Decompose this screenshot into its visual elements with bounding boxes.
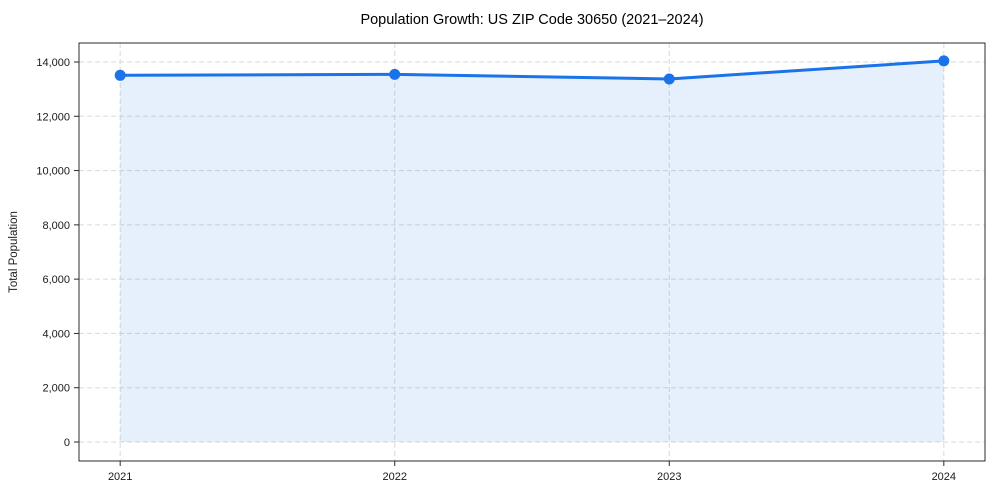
data-point-2024 xyxy=(938,55,950,67)
chart-title: Population Growth: US ZIP Code 30650 (20… xyxy=(360,12,703,28)
y-tick-label: 12,000 xyxy=(36,111,70,123)
y-axis: 0 2,000 4,000 6,000 8,000 10,000 12,000 14,000 xyxy=(36,57,79,449)
y-tick-label: 4,000 xyxy=(42,328,70,340)
x-axis: 2021 2022 2023 2024 xyxy=(108,461,956,483)
x-tick-label: 2024 xyxy=(932,471,956,483)
y-tick-label: 8,000 xyxy=(42,220,70,232)
gridlines xyxy=(79,43,985,461)
y-tick-label: 10,000 xyxy=(36,166,70,178)
y-tick-label: 6,000 xyxy=(42,274,70,286)
y-tick-label: 2,000 xyxy=(42,383,70,395)
y-tick-label: 14,000 xyxy=(36,57,70,69)
plot-border xyxy=(78,42,986,462)
data-point-2022 xyxy=(389,68,401,80)
area-fill xyxy=(120,60,944,443)
line-series xyxy=(118,59,946,81)
x-tick-label: 2023 xyxy=(657,471,681,483)
data-point-2023 xyxy=(663,73,675,85)
x-tick-label: 2022 xyxy=(382,471,406,483)
data-point-2021 xyxy=(114,69,126,81)
y-tick-label: 0 xyxy=(64,437,70,449)
series-layer xyxy=(114,55,950,443)
y-axis-label: Total Population xyxy=(8,211,20,293)
x-tick-label: 2021 xyxy=(108,471,132,483)
